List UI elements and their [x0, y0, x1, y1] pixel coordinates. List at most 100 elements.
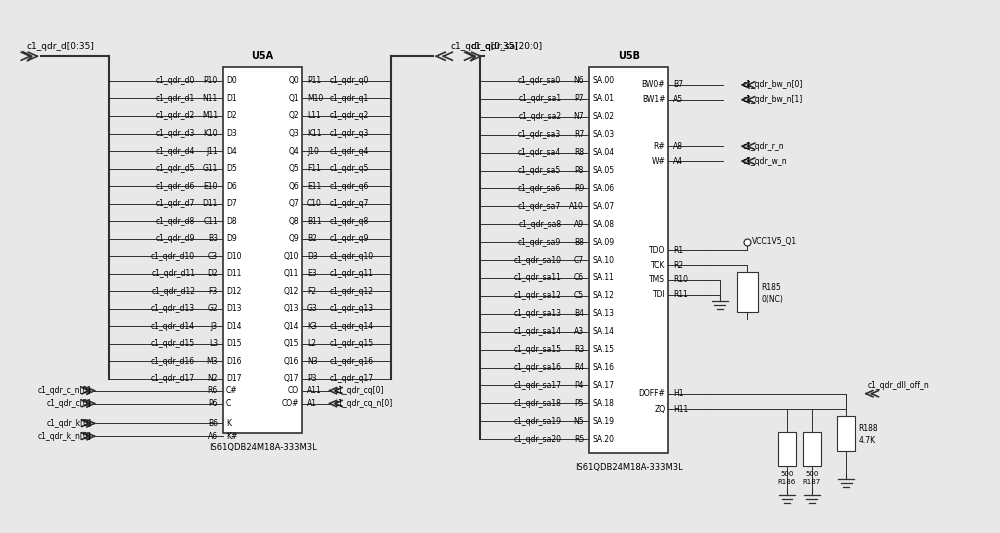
Text: 0(NC): 0(NC)	[761, 295, 783, 304]
Text: Q7: Q7	[288, 199, 299, 208]
Text: L2: L2	[307, 340, 316, 348]
Text: M11: M11	[202, 111, 218, 120]
Text: c1_qdr_d12: c1_qdr_d12	[151, 287, 195, 296]
Text: N2: N2	[207, 374, 218, 383]
Text: c1_qdr_d13: c1_qdr_d13	[151, 304, 195, 313]
Text: A1: A1	[307, 399, 317, 408]
Text: F2: F2	[307, 287, 316, 296]
Text: SA.15: SA.15	[592, 345, 614, 354]
Text: J3: J3	[211, 322, 218, 331]
Text: B8: B8	[574, 238, 584, 247]
Text: A11: A11	[307, 386, 322, 395]
Text: D15: D15	[226, 340, 241, 348]
Text: R2: R2	[673, 261, 683, 270]
Text: G3: G3	[307, 304, 318, 313]
Text: SA.11: SA.11	[592, 273, 614, 282]
Bar	[223, 67, 302, 433]
Text: F11: F11	[307, 164, 321, 173]
Text: M3: M3	[206, 357, 218, 366]
Text: c1_qdr_q15: c1_qdr_q15	[330, 340, 374, 348]
Text: TMS: TMS	[649, 276, 665, 285]
Text: c1_qdr_sa9: c1_qdr_sa9	[518, 238, 561, 247]
Text: c1_qdr_sa12: c1_qdr_sa12	[513, 292, 561, 301]
Text: B11: B11	[307, 216, 322, 225]
Text: E11: E11	[307, 182, 321, 191]
Text: Q16: Q16	[284, 357, 299, 366]
Text: E10: E10	[204, 182, 218, 191]
Text: U5B: U5B	[618, 51, 640, 61]
Text: c1_qdr_q14: c1_qdr_q14	[330, 322, 374, 331]
Text: L11: L11	[307, 111, 321, 120]
Text: Q14: Q14	[284, 322, 299, 331]
Text: c1_qdr_q7: c1_qdr_q7	[330, 199, 369, 208]
Text: SA.10: SA.10	[592, 255, 614, 264]
Text: D14: D14	[226, 322, 241, 331]
Text: K#: K#	[226, 432, 237, 441]
Text: CO#: CO#	[282, 399, 299, 408]
Text: c1_qdr_k_n[0]: c1_qdr_k_n[0]	[38, 432, 91, 441]
Bar	[589, 67, 668, 453]
Text: N11: N11	[203, 94, 218, 103]
Text: c1_qdr_d3: c1_qdr_d3	[156, 129, 195, 138]
Text: Q3: Q3	[288, 129, 299, 138]
Text: R185: R185	[761, 283, 781, 292]
Text: D0: D0	[226, 76, 237, 85]
Text: K10: K10	[203, 129, 218, 138]
Text: c1_qdr_d17: c1_qdr_d17	[151, 374, 195, 383]
Text: D2: D2	[207, 269, 218, 278]
Text: SA.00: SA.00	[592, 76, 614, 85]
Text: c1_qdr_q0: c1_qdr_q0	[330, 76, 369, 85]
Text: c1_qdr_sa11: c1_qdr_sa11	[513, 273, 561, 282]
Text: A4: A4	[673, 157, 683, 166]
Text: 500: 500	[780, 471, 794, 477]
Text: c1_qdr_r_n: c1_qdr_r_n	[742, 142, 784, 151]
Text: E3: E3	[307, 269, 317, 278]
Text: R11: R11	[673, 290, 688, 299]
Text: SA.07: SA.07	[592, 202, 614, 211]
Text: G11: G11	[203, 164, 218, 173]
Text: R6: R6	[208, 386, 218, 395]
Text: Q0: Q0	[288, 76, 299, 85]
Text: B6: B6	[208, 419, 218, 428]
Text: c1_qdr_c_n[0]: c1_qdr_c_n[0]	[38, 386, 91, 395]
Text: R3: R3	[574, 345, 584, 354]
Text: D16: D16	[226, 357, 241, 366]
Text: A5: A5	[673, 95, 683, 104]
Text: SA.14: SA.14	[592, 327, 614, 336]
Text: c1_qdr_d9: c1_qdr_d9	[156, 234, 195, 243]
Text: D7: D7	[226, 199, 237, 208]
Text: c1_qdr_sa10: c1_qdr_sa10	[513, 255, 561, 264]
Text: F3: F3	[209, 287, 218, 296]
Text: C6: C6	[574, 273, 584, 282]
Text: c1_qdr_d4: c1_qdr_d4	[156, 147, 195, 156]
Text: c1_qdr_sa5: c1_qdr_sa5	[518, 166, 561, 175]
Text: R1: R1	[673, 246, 683, 255]
Text: SA.03: SA.03	[592, 130, 614, 139]
Text: R9: R9	[574, 184, 584, 193]
Text: SA.13: SA.13	[592, 309, 614, 318]
Text: Q11: Q11	[284, 269, 299, 278]
Text: SA.18: SA.18	[592, 399, 614, 408]
Text: c1_qdr_sa13: c1_qdr_sa13	[513, 309, 561, 318]
Text: D11: D11	[203, 199, 218, 208]
Text: c1_qdr_q8: c1_qdr_q8	[330, 216, 369, 225]
Text: D10: D10	[226, 252, 241, 261]
Text: c1_qdr_d2: c1_qdr_d2	[156, 111, 195, 120]
Text: Q17: Q17	[284, 374, 299, 383]
Text: Q2: Q2	[288, 111, 299, 120]
Text: c1_qdr_d11: c1_qdr_d11	[151, 269, 195, 278]
Text: c1_qdr_cq_n[0]: c1_qdr_cq_n[0]	[335, 399, 393, 408]
Text: N7: N7	[573, 112, 584, 122]
Text: M10: M10	[307, 94, 323, 103]
Text: c1_qdr_sa17: c1_qdr_sa17	[513, 381, 561, 390]
Text: SA.04: SA.04	[592, 148, 614, 157]
Text: D2: D2	[226, 111, 237, 120]
Text: c1_qdr_sa16: c1_qdr_sa16	[513, 363, 561, 372]
Text: c1_qdr_q9: c1_qdr_q9	[330, 234, 369, 243]
Text: c1_qdr_sa2: c1_qdr_sa2	[518, 112, 561, 122]
Text: c1_qdr_d[0:35]: c1_qdr_d[0:35]	[27, 42, 95, 51]
Text: SA.05: SA.05	[592, 166, 614, 175]
Text: BW0#: BW0#	[642, 80, 665, 90]
Text: A3: A3	[574, 327, 584, 336]
Text: A10: A10	[569, 202, 584, 211]
